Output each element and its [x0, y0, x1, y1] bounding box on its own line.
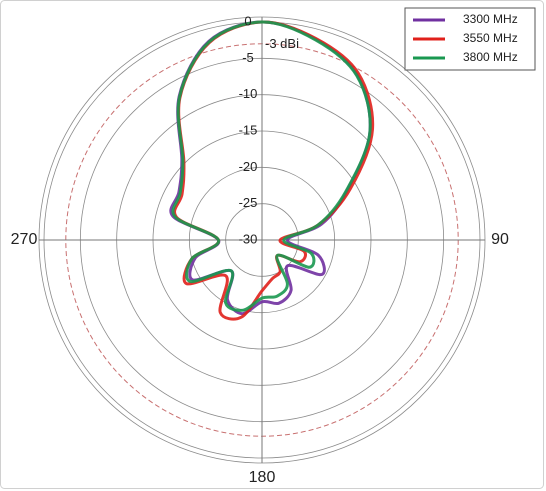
- r-tick-label: -20: [239, 159, 258, 174]
- r-tick-label: -30: [239, 231, 258, 246]
- r-tick-label: -25: [239, 195, 258, 210]
- r-tick-label: -5: [242, 50, 254, 65]
- r-tick-label: 0: [244, 13, 251, 28]
- r-tick-label: -10: [239, 86, 258, 101]
- angle-label: 90: [491, 231, 509, 248]
- legend-label: 3300 MHz: [463, 12, 518, 26]
- series-curve: [173, 20, 375, 321]
- angle-label: 270: [11, 231, 38, 248]
- r-tick-label: -15: [239, 122, 258, 137]
- series-curve: [171, 20, 372, 312]
- legend-label: 3550 MHz: [463, 31, 518, 45]
- reference-label: -3 dBi: [265, 36, 299, 51]
- angle-label: 180: [249, 469, 276, 486]
- legend-label: 3800 MHz: [463, 50, 518, 64]
